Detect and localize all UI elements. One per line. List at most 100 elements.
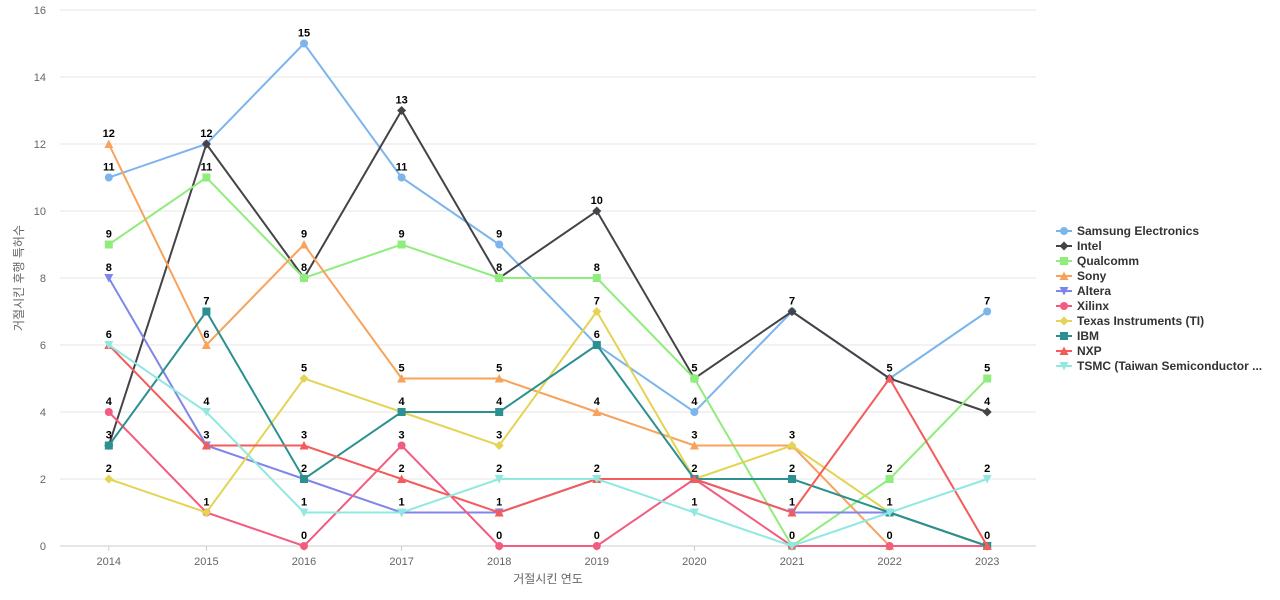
- x-tick-label: 2017: [389, 556, 413, 568]
- data-label: 5: [301, 363, 307, 375]
- data-label: 3: [789, 430, 795, 442]
- y-tick-label: 6: [40, 340, 46, 352]
- data-point: [982, 475, 992, 484]
- data-point: [201, 441, 211, 450]
- legend-marker: [1060, 257, 1068, 265]
- legend-item[interactable]: Samsung Electronics: [1056, 224, 1199, 238]
- data-point: [885, 374, 895, 383]
- data-label: 7: [594, 296, 600, 308]
- data-label: 2: [496, 463, 502, 475]
- legend-item[interactable]: Altera: [1056, 284, 1111, 298]
- legend: Samsung ElectronicsIntelQualcommSonyAlte…: [1056, 224, 1262, 373]
- data-point: [495, 542, 504, 550]
- data-label: 2: [789, 463, 795, 475]
- data-point: [592, 542, 601, 550]
- series-line: [107, 309, 988, 547]
- data-label: 4: [691, 396, 698, 408]
- data-point: [689, 474, 699, 483]
- legend-marker: [1059, 287, 1069, 296]
- data-label: 4: [106, 396, 113, 408]
- legend-item[interactable]: Qualcomm: [1056, 254, 1139, 268]
- data-label: 2: [399, 463, 405, 475]
- data-label: 1: [203, 497, 209, 509]
- legend-marker: [1059, 362, 1069, 371]
- data-point: [202, 307, 211, 316]
- data-label: 15: [298, 28, 310, 40]
- data-label: 2: [691, 463, 697, 475]
- data-label: 12: [103, 128, 115, 140]
- data-point: [397, 441, 406, 450]
- series-line: [108, 176, 988, 548]
- legend-item[interactable]: Sony: [1056, 269, 1107, 283]
- data-label: 6: [203, 329, 209, 341]
- data-label: 3: [691, 430, 697, 442]
- data-label: 0: [887, 530, 893, 542]
- legend-label: Qualcomm: [1077, 254, 1139, 268]
- legend-item[interactable]: Texas Instruments (TI): [1056, 314, 1204, 328]
- data-label: 2: [984, 463, 990, 475]
- data-label: 5: [399, 363, 405, 375]
- legend-label: Altera: [1077, 284, 1111, 298]
- data-label: 8: [106, 262, 112, 274]
- legend-item[interactable]: NXP: [1056, 344, 1102, 358]
- legend-label: TSMC (Taiwan Semiconductor ...: [1077, 359, 1262, 373]
- x-tick-label: 2022: [877, 556, 901, 568]
- data-label: 8: [594, 262, 600, 274]
- data-label: 9: [106, 229, 112, 241]
- data-point: [592, 274, 601, 282]
- legend-item[interactable]: IBM: [1056, 329, 1099, 343]
- data-point: [495, 408, 504, 416]
- data-point: [689, 441, 699, 450]
- data-label: 8: [301, 262, 307, 274]
- data-label: 2: [887, 463, 893, 475]
- data-label: 4: [203, 396, 210, 408]
- data-point: [104, 408, 113, 416]
- series-tsmc-taiwan-semiconductor: [104, 341, 992, 551]
- data-point: [983, 374, 992, 383]
- x-tick-label: 2018: [487, 556, 511, 568]
- data-label: 2: [594, 463, 600, 475]
- x-tick-label: 2014: [97, 556, 121, 568]
- legend-label: NXP: [1077, 344, 1102, 358]
- data-label: 7: [203, 296, 209, 308]
- legend-marker: [1060, 302, 1068, 310]
- x-tick-label: 2016: [292, 556, 316, 568]
- data-label: 8: [496, 262, 502, 274]
- data-point: [885, 542, 894, 550]
- series-line: [108, 344, 988, 548]
- data-label: 0: [984, 530, 990, 542]
- legend-marker: [1059, 346, 1069, 355]
- data-label: 11: [103, 162, 115, 174]
- x-tick-label: 2019: [585, 556, 609, 568]
- legend-item[interactable]: Intel: [1056, 239, 1102, 253]
- legend-item[interactable]: TSMC (Taiwan Semiconductor ...: [1056, 359, 1262, 373]
- data-label: 3: [106, 430, 112, 442]
- series-line: [108, 344, 989, 547]
- data-point: [202, 173, 211, 182]
- data-point: [690, 408, 699, 416]
- y-tick-label: 4: [40, 407, 46, 419]
- y-tick-label: 8: [40, 273, 46, 285]
- data-point: [494, 441, 504, 450]
- data-label: 9: [301, 229, 307, 241]
- data-point: [787, 542, 797, 551]
- y-tick-label: 10: [34, 206, 46, 218]
- x-axis-title: 거절시킨 연도: [513, 572, 583, 586]
- series: [104, 39, 992, 551]
- data-point: [885, 475, 894, 483]
- y-tick-label: 2: [40, 474, 46, 486]
- data-label: 2: [106, 463, 112, 475]
- data-point: [397, 508, 407, 517]
- data-point: [397, 240, 406, 249]
- data-point: [300, 274, 308, 282]
- data-label: 5: [496, 363, 502, 375]
- series-nxp: [104, 340, 992, 550]
- legend-item[interactable]: Xilinx: [1056, 299, 1109, 313]
- data-point: [201, 139, 211, 149]
- x-tick-label: 2015: [194, 556, 218, 568]
- y-tick-label: 0: [40, 541, 46, 553]
- data-point: [300, 39, 308, 48]
- data-label: 0: [594, 530, 600, 542]
